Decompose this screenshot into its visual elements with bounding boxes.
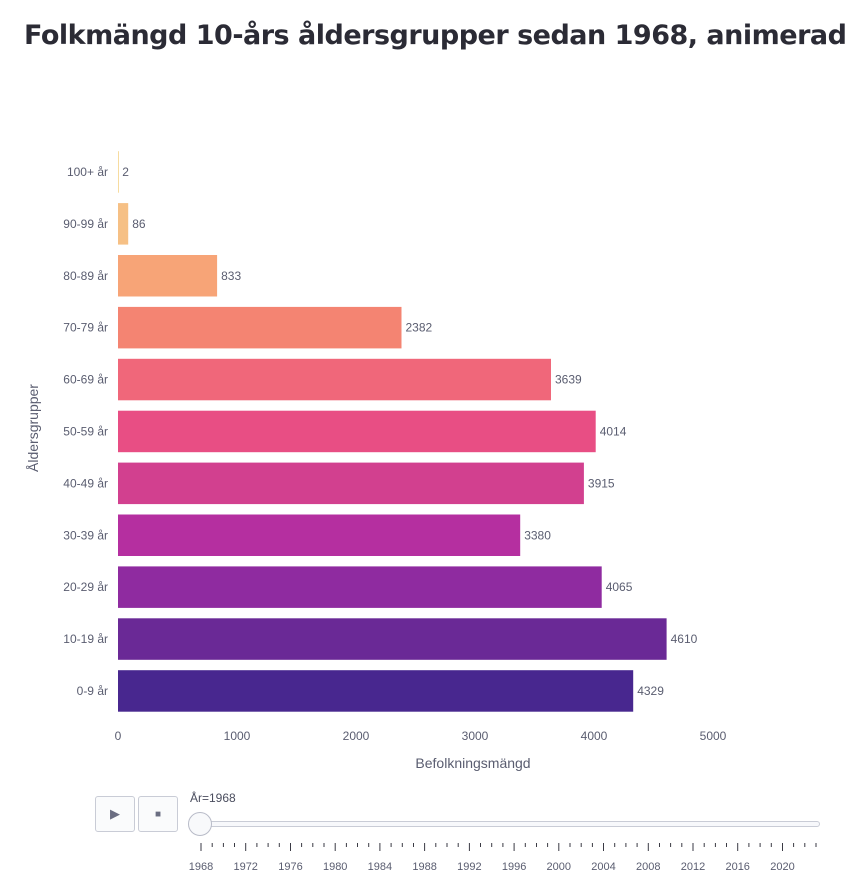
slider-year-label: 1984 [368,861,392,873]
play-button[interactable]: ▶ [95,796,135,832]
bar-value-label: 4065 [606,580,633,594]
x-tick-label: 4000 [581,729,608,743]
x-tick-label: 5000 [700,729,727,743]
y-axis-title: Åldersgrupper [25,384,41,472]
x-tick-label: 3000 [462,729,489,743]
bar-value-label: 4014 [600,424,627,438]
slider-year-label: 2008 [636,861,660,873]
bar [118,203,129,245]
bar-value-label: 3915 [588,476,615,490]
bar [118,255,218,297]
bar-value-label: 2382 [406,321,433,335]
y-tick-label: 30-39 år [63,528,108,542]
slider-year-label: 2004 [591,861,615,873]
bar-value-label: 833 [221,269,241,283]
bar [118,410,596,453]
bar [118,151,119,193]
stop-button[interactable]: ■ [138,796,178,832]
bar [118,618,667,660]
y-tick-label: 70-79 år [63,321,108,335]
x-tick-label: 0 [115,729,122,743]
bar-value-label: 4329 [637,684,664,698]
chart-title: Folkmängd 10-års åldersgrupper sedan 196… [24,20,847,51]
stop-icon: ■ [154,808,162,820]
slider-year-label: 1976 [278,861,302,873]
slider-year-label: 1988 [412,861,436,873]
slider-year-label: 2000 [547,861,571,873]
slider-year-label: 1968 [189,861,213,873]
year-slider-handle[interactable] [188,812,212,836]
slider-year-label: 2020 [770,861,794,873]
year-slider-label: År=1968 [190,791,236,805]
x-tick-label: 1000 [224,729,251,743]
bar-value-label: 3639 [555,373,582,387]
bar-value-label: 4610 [671,632,698,646]
bar [118,462,584,505]
bar-value-label: 86 [132,217,146,231]
y-tick-label: 20-29 år [63,580,108,594]
slider-year-label: 1980 [323,861,347,873]
slider-year-label: 2012 [681,861,705,873]
slider-year-label: 1992 [457,861,481,873]
x-tick-label: 2000 [343,729,370,743]
y-tick-label: 100+ år [67,165,108,179]
slider-year-label: 1996 [502,861,526,873]
bar [118,358,551,401]
slider-year-label: 2016 [725,861,749,873]
bar [118,306,402,349]
bar-value-label: 2 [122,165,129,179]
y-tick-label: 0-9 år [77,684,108,698]
y-tick-label: 90-99 år [63,217,108,231]
slider-year-label: 1972 [233,861,257,873]
year-slider-track[interactable] [190,821,820,827]
bar-value-label: 3380 [524,528,551,542]
y-tick-label: 10-19 år [63,632,108,646]
x-axis-title: Befolkningsmängd [415,755,530,771]
bar [118,670,634,712]
y-tick-label: 80-89 år [63,269,108,283]
bar [118,514,521,556]
y-tick-label: 60-69 år [63,373,108,387]
play-icon: ▶ [110,806,120,821]
bar [118,566,602,608]
y-tick-label: 40-49 år [63,476,108,490]
y-tick-label: 50-59 år [63,424,108,438]
